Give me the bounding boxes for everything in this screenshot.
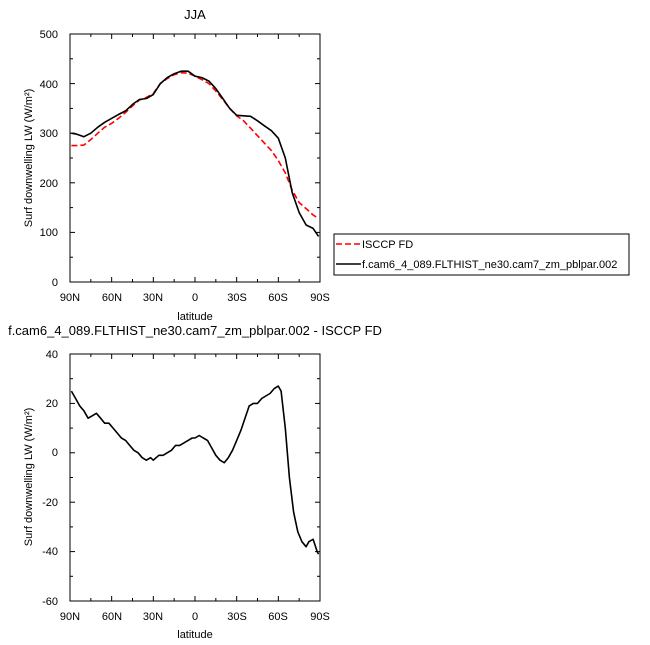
top-y-axis-label: Surf downwelling LW (W/m²) [23, 89, 35, 228]
bottom-ytick-label: -20 [42, 497, 58, 509]
bottom-xtick-label: 90S [310, 611, 330, 623]
top-xtick-label: 60N [102, 292, 122, 304]
top-series-line-0 [71, 71, 320, 220]
bottom-xtick-label: 30S [227, 611, 247, 623]
bottom-ytick-label: -40 [42, 546, 58, 558]
top-series-line-1 [71, 70, 320, 237]
bottom-xtick-label: 30N [143, 611, 163, 623]
bottom-series-lines [70, 385, 320, 555]
top-series-lines [71, 70, 320, 237]
top-ytick-label: 300 [40, 128, 58, 140]
legend: ISCCP FD f.cam6_4_089.FLTHIST_ne30.cam7_… [333, 233, 630, 276]
bottom-y-axis-label: Surf downwelling LW (W/m²) [23, 408, 35, 547]
top-ytick-label: 200 [40, 178, 58, 190]
bottom-series-line-0 [70, 385, 320, 555]
top-panel: JJA 90N 60N 30N 0 30S 60S 90S 0 100 200 … [23, 7, 630, 323]
legend-box [333, 233, 630, 276]
top-ytick-label: 0 [52, 277, 58, 289]
top-ytick-label: 100 [40, 227, 58, 239]
bottom-ytick-label: 40 [46, 349, 58, 361]
top-xtick-label: 90S [310, 292, 330, 304]
bottom-panel: f.cam6_4_089.FLTHIST_ne30.cam7_zm_pblpar… [8, 323, 382, 641]
bottom-ytick-label: 0 [52, 447, 58, 459]
top-ytick-label: 400 [40, 79, 58, 91]
legend-entry-model: f.cam6_4_089.FLTHIST_ne30.cam7_zm_pblpar… [362, 259, 617, 271]
bottom-plot-frame [69, 353, 321, 602]
top-plot-frame [69, 33, 321, 283]
legend-entry-isccp: ISCCP FD [362, 239, 413, 251]
top-xtick-label: 60S [268, 292, 288, 304]
bottom-xtick-label: 60S [268, 611, 288, 623]
top-x-axis-label: latitude [177, 311, 212, 323]
top-xtick-label: 30N [143, 292, 163, 304]
top-tick-marks [69, 33, 321, 283]
bottom-chart-title: f.cam6_4_089.FLTHIST_ne30.cam7_zm_pblpar… [8, 323, 382, 338]
bottom-tick-marks [69, 353, 321, 602]
top-xtick-label: 90N [60, 292, 80, 304]
top-chart-title: JJA [184, 7, 206, 22]
top-xtick-label: 0 [192, 292, 198, 304]
bottom-ytick-label: -60 [42, 596, 58, 608]
top-xtick-label: 30S [227, 292, 247, 304]
top-ytick-label: 500 [40, 29, 58, 41]
bottom-ytick-label: 20 [46, 398, 58, 410]
bottom-xtick-label: 90N [60, 611, 80, 623]
bottom-xtick-label: 0 [192, 611, 198, 623]
bottom-xtick-label: 60N [102, 611, 122, 623]
bottom-x-axis-label: latitude [177, 629, 212, 641]
